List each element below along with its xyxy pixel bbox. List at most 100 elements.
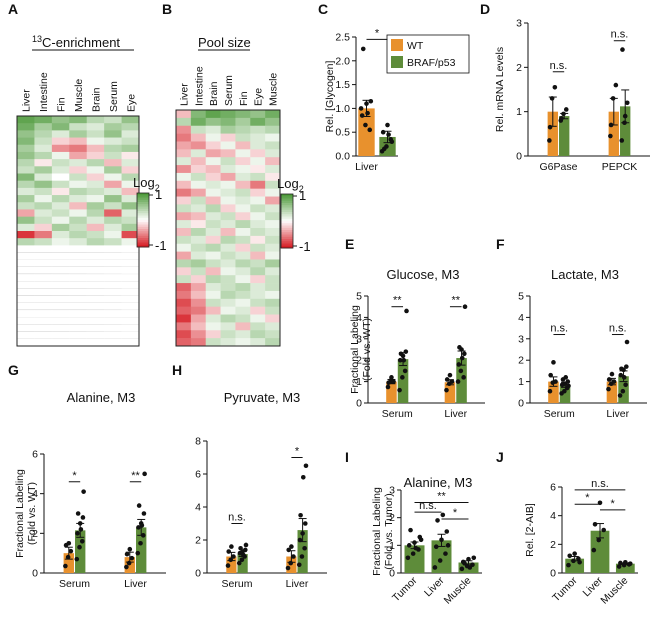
heatmap-cell	[86, 288, 105, 296]
heatmap-cell	[235, 125, 251, 134]
heatmap-cell	[34, 288, 53, 296]
heatmap-cell	[34, 187, 53, 196]
heatmap-cell	[69, 159, 88, 167]
heatmap-cell	[176, 306, 192, 315]
heatmap-column-label: Muscle	[73, 79, 85, 112]
colorbar-step	[137, 193, 149, 196]
heatmap-cell	[205, 243, 221, 252]
heatmap-cell	[250, 204, 266, 213]
heatmap-cell	[176, 180, 192, 189]
heatmap-cell	[51, 231, 70, 239]
heatmap-cell	[190, 298, 207, 307]
heatmap-cell	[51, 123, 70, 131]
heatmap-cell	[176, 267, 192, 276]
heatmap-cell	[34, 195, 53, 203]
heatmap-cell	[121, 130, 140, 138]
data-point	[367, 127, 373, 133]
y-tick-label: 4	[518, 312, 524, 324]
heatmap-cell	[51, 288, 70, 296]
heatmap-cell	[86, 252, 105, 261]
data-point	[576, 556, 581, 561]
heatmap-cell	[265, 172, 281, 182]
heatmap-cell	[220, 125, 236, 134]
data-point	[303, 521, 308, 526]
heatmap-cell	[176, 283, 192, 292]
heatmap-cell	[176, 141, 192, 150]
heatmap-cell	[104, 123, 122, 131]
data-point	[385, 384, 391, 390]
heatmap-cell	[104, 151, 122, 160]
heatmap-cell	[176, 322, 192, 331]
data-point	[547, 138, 552, 143]
heatmap-cell	[69, 223, 88, 232]
heatmap-cell	[205, 149, 221, 158]
heatmap-cell	[34, 116, 53, 124]
data-point	[432, 565, 438, 570]
heatmap-cell	[86, 209, 105, 217]
data-point	[461, 375, 466, 380]
heatmap-cell	[51, 130, 70, 138]
data-point	[608, 133, 613, 139]
heatmap-cell	[265, 188, 281, 197]
y-tick-label: 0	[518, 398, 524, 410]
data-point	[449, 379, 455, 384]
data-point	[445, 543, 451, 548]
colorbar-step	[137, 199, 149, 203]
heatmap-cell	[220, 275, 236, 284]
bar	[358, 108, 375, 156]
y-tick-label: 2.5	[335, 32, 350, 44]
panel-label-d: D	[480, 1, 490, 17]
data-point	[467, 565, 473, 570]
y-axis-label-secondary: (Fold vs. Tumor)	[383, 493, 395, 569]
heatmap-cell	[86, 180, 105, 189]
heatmap-cell	[69, 209, 88, 217]
bar	[237, 554, 248, 573]
heatmap-cell	[205, 172, 221, 182]
heatmap-cell	[220, 298, 236, 307]
panel-label-b: B	[162, 1, 172, 17]
heatmap-cell	[176, 220, 192, 229]
x-category-label: Liver	[124, 578, 147, 590]
data-point	[401, 357, 407, 363]
heatmap-cell	[86, 274, 105, 282]
heatmap-cell	[235, 172, 251, 182]
heatmap-cell	[250, 259, 266, 268]
heatmap-cell	[220, 133, 236, 142]
heatmap-cell	[104, 137, 122, 146]
heatmap-cell	[86, 166, 105, 174]
heatmap-cell	[17, 238, 35, 246]
heatmap-cell	[86, 238, 105, 246]
data-point	[79, 538, 85, 544]
heatmap-cell	[104, 202, 122, 210]
heatmap-cell	[220, 172, 236, 182]
heatmap-cell	[205, 133, 221, 142]
data-point	[624, 364, 629, 369]
heatmap-cell	[176, 149, 192, 158]
colorbar-step	[281, 227, 293, 231]
heatmap-cell	[34, 324, 53, 332]
data-point	[459, 355, 465, 361]
heatmap-cell	[34, 209, 53, 217]
colorbar-step	[281, 218, 293, 222]
heatmap-cell	[104, 324, 122, 332]
colorbar-step	[281, 212, 293, 215]
significance-label: n.s.	[550, 323, 568, 335]
x-category-label: G6Pase	[540, 161, 578, 173]
x-category-label: Serum	[544, 408, 575, 420]
heatmap-cell	[176, 212, 192, 221]
data-point	[300, 531, 305, 536]
data-point	[300, 475, 306, 480]
heatmap-cell	[104, 173, 122, 181]
colorbar-step	[281, 230, 293, 233]
heatmap-cell	[34, 123, 53, 131]
y-tick-label: 1.5	[335, 79, 350, 91]
data-point	[444, 387, 449, 393]
data-point	[403, 349, 409, 354]
heatmap-cell	[51, 238, 70, 246]
bar-chart-panel-d: Rel. mRNA Levels 0 1 2 3 G6Pase PEPCK n.s. n.s.	[494, 18, 650, 173]
heatmap-cell	[69, 195, 88, 203]
heatmap-cell	[34, 180, 53, 189]
data-point	[364, 101, 369, 106]
heatmap-cell	[176, 251, 192, 260]
heatmap-cell	[220, 228, 236, 237]
